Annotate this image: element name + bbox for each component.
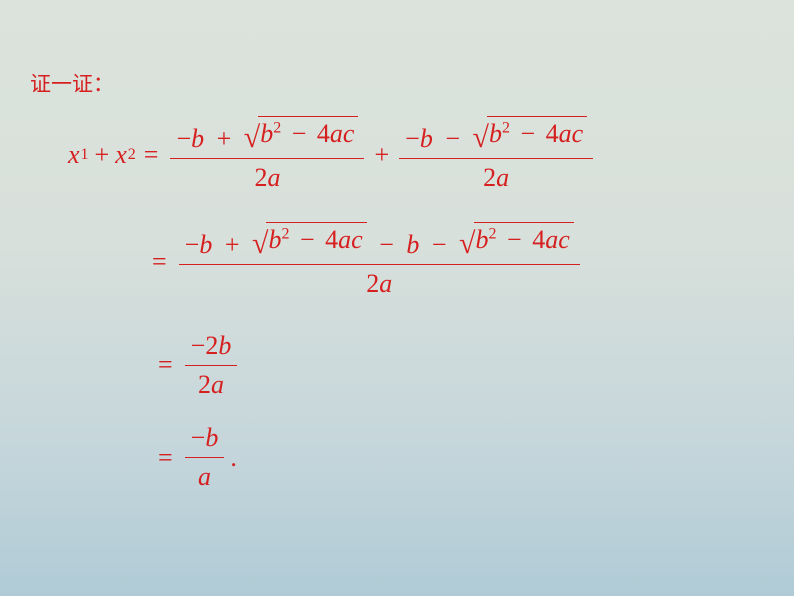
var-x1: x — [68, 140, 80, 170]
equals-op-4: = — [158, 443, 173, 473]
numerator-2: −b − √ b2 − 4ac — [399, 116, 593, 159]
denominator-1: 2a — [254, 159, 280, 195]
plus-op: + — [95, 140, 110, 170]
period: . — [230, 443, 237, 473]
equals-op: = — [144, 140, 159, 170]
equation-line-3: = −2b 2a — [150, 329, 774, 402]
fraction-1: −b + √ b2 − 4ac 2a — [170, 116, 364, 194]
denominator-3: 2a — [366, 265, 392, 301]
fraction-3: −b + √ b2 − 4ac − b − √ b2 − — [179, 222, 580, 300]
numerator-5: −b — [185, 421, 225, 458]
fraction-4: −2b 2a — [185, 329, 238, 402]
fraction-2: −b − √ b2 − 4ac 2a — [399, 116, 593, 194]
sqrt-4: √ b2 − 4ac — [459, 222, 574, 257]
equation-line-4: = −b a . — [150, 421, 774, 494]
numerator-4: −2b — [185, 329, 238, 366]
sqrt-1: √ b2 − 4ac — [244, 116, 359, 151]
fraction-5: −b a — [185, 421, 225, 494]
sub-1: 1 — [81, 146, 89, 164]
denominator-5: a — [198, 458, 211, 494]
equals-op-3: = — [158, 350, 173, 380]
sqrt-3: √ b2 − 4ac — [252, 222, 367, 257]
title-text: 证一证： — [30, 68, 774, 98]
numerator-1: −b + √ b2 − 4ac — [170, 116, 364, 159]
sqrt-2: √ b2 − 4ac — [472, 116, 587, 151]
var-x2: x — [115, 140, 127, 170]
sub-2: 2 — [128, 146, 136, 164]
denominator-2: 2a — [483, 159, 509, 195]
numerator-3: −b + √ b2 − 4ac − b − √ b2 − — [179, 222, 580, 265]
denominator-4: 2a — [198, 366, 224, 402]
equation-line-1: x1 + x2 = −b + √ b2 − 4ac 2a + — [68, 116, 774, 194]
equals-op-2: = — [152, 247, 167, 277]
slide-content: 证一证： x1 + x2 = −b + √ b2 − 4ac 2a — [0, 0, 794, 514]
equation-line-2: = −b + √ b2 − 4ac − b − √ — [144, 222, 774, 300]
plus-between: + — [374, 140, 389, 170]
